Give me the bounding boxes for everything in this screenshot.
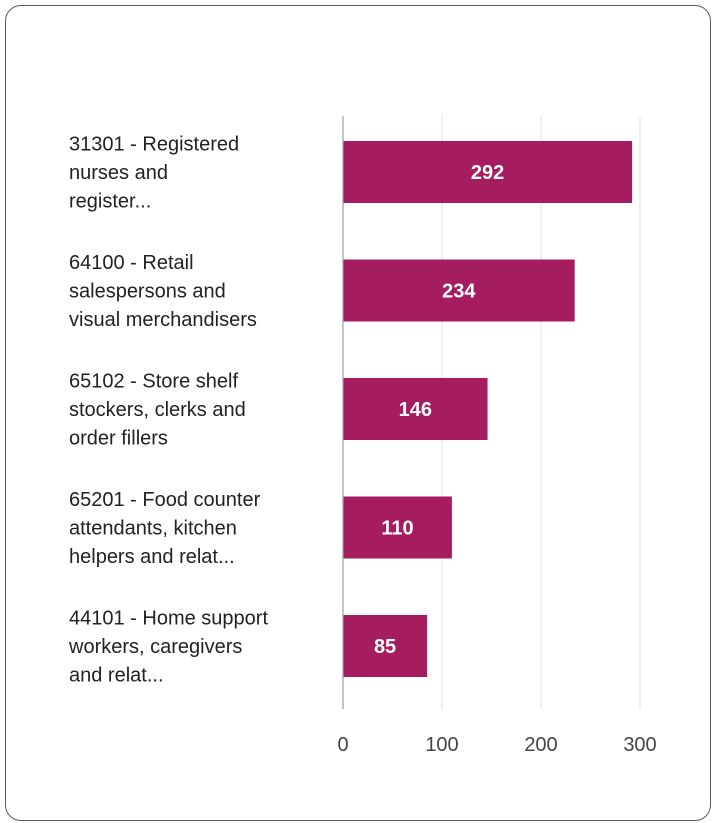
category-label: 64100 - Retail salespersons and visual mer… (69, 252, 257, 331)
category-label-line: attendants, kitchen (69, 518, 237, 540)
x-tick-label: 100 (425, 734, 458, 756)
category-label-line: register... (69, 191, 151, 213)
category-label-line: workers, caregivers (68, 636, 242, 658)
category-label: 65201 - Food counter attendants, kitchen h… (69, 489, 261, 568)
bar-value-label: 110 (381, 518, 413, 540)
category-label: 44101 - Home support workers, caregivers a… (68, 608, 268, 687)
category-label-line: stockers, clerks and (69, 399, 246, 421)
bar[interactable] (343, 259, 575, 322)
x-tick-label: 300 (623, 734, 656, 756)
bar[interactable] (343, 496, 452, 559)
category-label-line: 65102 - Store shelf (69, 371, 238, 393)
category-label-line: 44101 - Home support (69, 608, 268, 630)
category-label-line: helpers and relat... (69, 546, 235, 568)
category-label-line: and relat... (69, 665, 164, 687)
bar-value-label: 292 (471, 162, 504, 184)
category-label: 65102 - Store shelf stockers, clerks and o… (69, 371, 246, 450)
category-label-line: 65201 - Food counter (69, 489, 261, 511)
category-label-line: nurses and (69, 162, 168, 184)
chart-card: 292 31301 - Registered nurses and register.… (5, 5, 711, 821)
x-tick-label: 0 (337, 734, 348, 756)
x-tick-label: 200 (524, 734, 557, 756)
category-label-line: 31301 - Registered (69, 134, 239, 156)
bar[interactable] (343, 141, 633, 203)
bar-value-label: 234 (442, 281, 476, 303)
bar-value-label: 146 (399, 399, 432, 421)
category-label-line: salespersons and (69, 281, 226, 303)
bar-value-label: 85 (374, 636, 396, 658)
category-label-line: order fillers (69, 428, 168, 450)
category-label: 31301 - Registered nurses and register... (69, 134, 239, 213)
category-label-line: visual merchandisers (69, 309, 257, 331)
bar-chart: 292 31301 - Registered nurses and register.… (68, 116, 657, 756)
bar[interactable] (343, 378, 488, 440)
bar[interactable] (343, 615, 428, 677)
category-label-line: 64100 - Retail (69, 252, 194, 274)
